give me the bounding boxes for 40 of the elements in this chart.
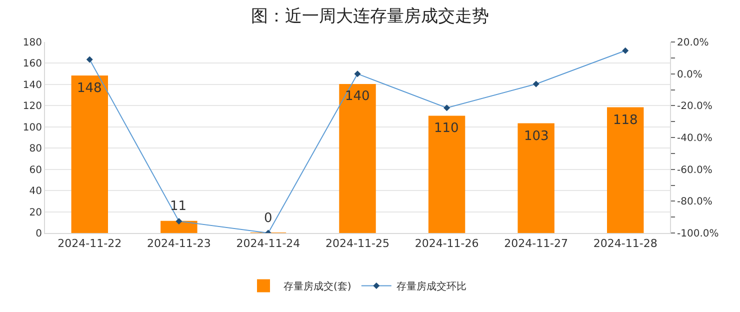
- y-tick-label: 140: [22, 80, 42, 91]
- y-tick-label: 160: [22, 58, 42, 70]
- y-tick-label: 80: [29, 144, 42, 155]
- x-tick-label: 2024-11-22: [58, 237, 122, 250]
- x-tick-label: 2024-11-24: [236, 237, 300, 250]
- y2-tick-label: -40.0%: [677, 133, 712, 144]
- y2-tick-label: 0.0%: [677, 69, 702, 80]
- data-label: 110: [434, 121, 459, 136]
- y2-tick-label: -60.0%: [677, 164, 712, 176]
- x-tick-label: 2024-11-25: [326, 237, 390, 250]
- y-tick-label: 60: [29, 164, 42, 176]
- y2-tick-label: -100.0%: [677, 228, 719, 240]
- y-tick-label: 20: [29, 207, 42, 218]
- y-tick-label: 40: [29, 186, 42, 198]
- data-label: 140: [345, 89, 370, 104]
- data-label: 118: [613, 113, 638, 128]
- y-tick-label: 100: [22, 122, 42, 134]
- bar: [518, 123, 554, 233]
- x-tick-label: 2024-11-27: [504, 237, 568, 250]
- data-label: 11: [170, 199, 187, 214]
- bar: [71, 75, 108, 233]
- data-label: 0: [264, 211, 272, 226]
- y2-tick-label: 20.0%: [677, 38, 709, 48]
- chart-title: 图：近一周大连存量房成交走势: [251, 6, 489, 26]
- y-tick-label: 180: [22, 38, 42, 48]
- y2-tick-label: -80.0%: [677, 196, 712, 208]
- x-tick-label: 2024-11-28: [593, 237, 658, 250]
- x-tick-label: 2024-11-26: [414, 237, 479, 250]
- y-tick-label: 0: [36, 228, 42, 240]
- bar: [607, 107, 644, 233]
- x-tick-label: 2024-11-23: [146, 237, 211, 250]
- bar: [428, 116, 466, 233]
- data-label: 103: [524, 129, 549, 144]
- bar: [339, 84, 376, 233]
- data-label: 148: [77, 81, 102, 96]
- bar: [160, 220, 198, 233]
- y2-tick-label: -20.0%: [677, 101, 712, 112]
- y-tick-label: 120: [22, 101, 42, 112]
- legend-label: 存量房成交(套): [284, 280, 352, 293]
- legend-label: 存量房成交环比: [396, 280, 466, 293]
